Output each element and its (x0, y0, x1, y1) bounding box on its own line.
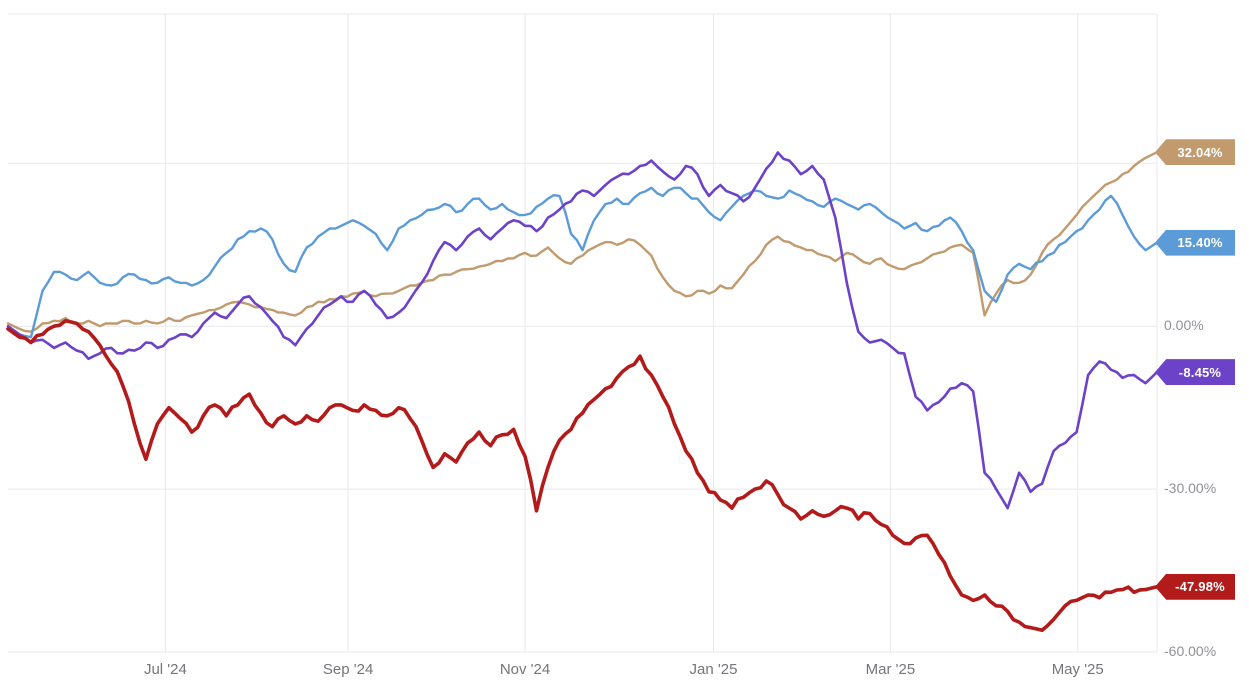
y-axis-label: -60.00% (1164, 643, 1217, 659)
series-line-red (6, 319, 1159, 633)
x-axis-label: Nov '24 (499, 661, 551, 678)
x-axis-label: Sep '24 (322, 661, 374, 678)
x-axis-label: May '25 (1051, 661, 1104, 678)
series-line-blue (6, 186, 1159, 339)
end-value-badge-red: -47.98% (1155, 573, 1235, 600)
x-axis-label: Jan '25 (689, 661, 738, 678)
series-line-purple (6, 151, 1159, 510)
end-value-badge-tan: 32.04% (1155, 139, 1235, 166)
end-value-badge-blue: 15.40% (1155, 229, 1235, 256)
series-line-tan (6, 151, 1159, 333)
y-axis-label: -30.00% (1164, 480, 1217, 497)
y-axis-label: 0.00% (1164, 317, 1204, 334)
x-axis-label: Mar '25 (865, 661, 916, 678)
gridlines (8, 13, 1158, 653)
x-axis-label: Jul '24 (143, 661, 187, 678)
end-value-badge-purple: -8.45% (1155, 359, 1235, 386)
